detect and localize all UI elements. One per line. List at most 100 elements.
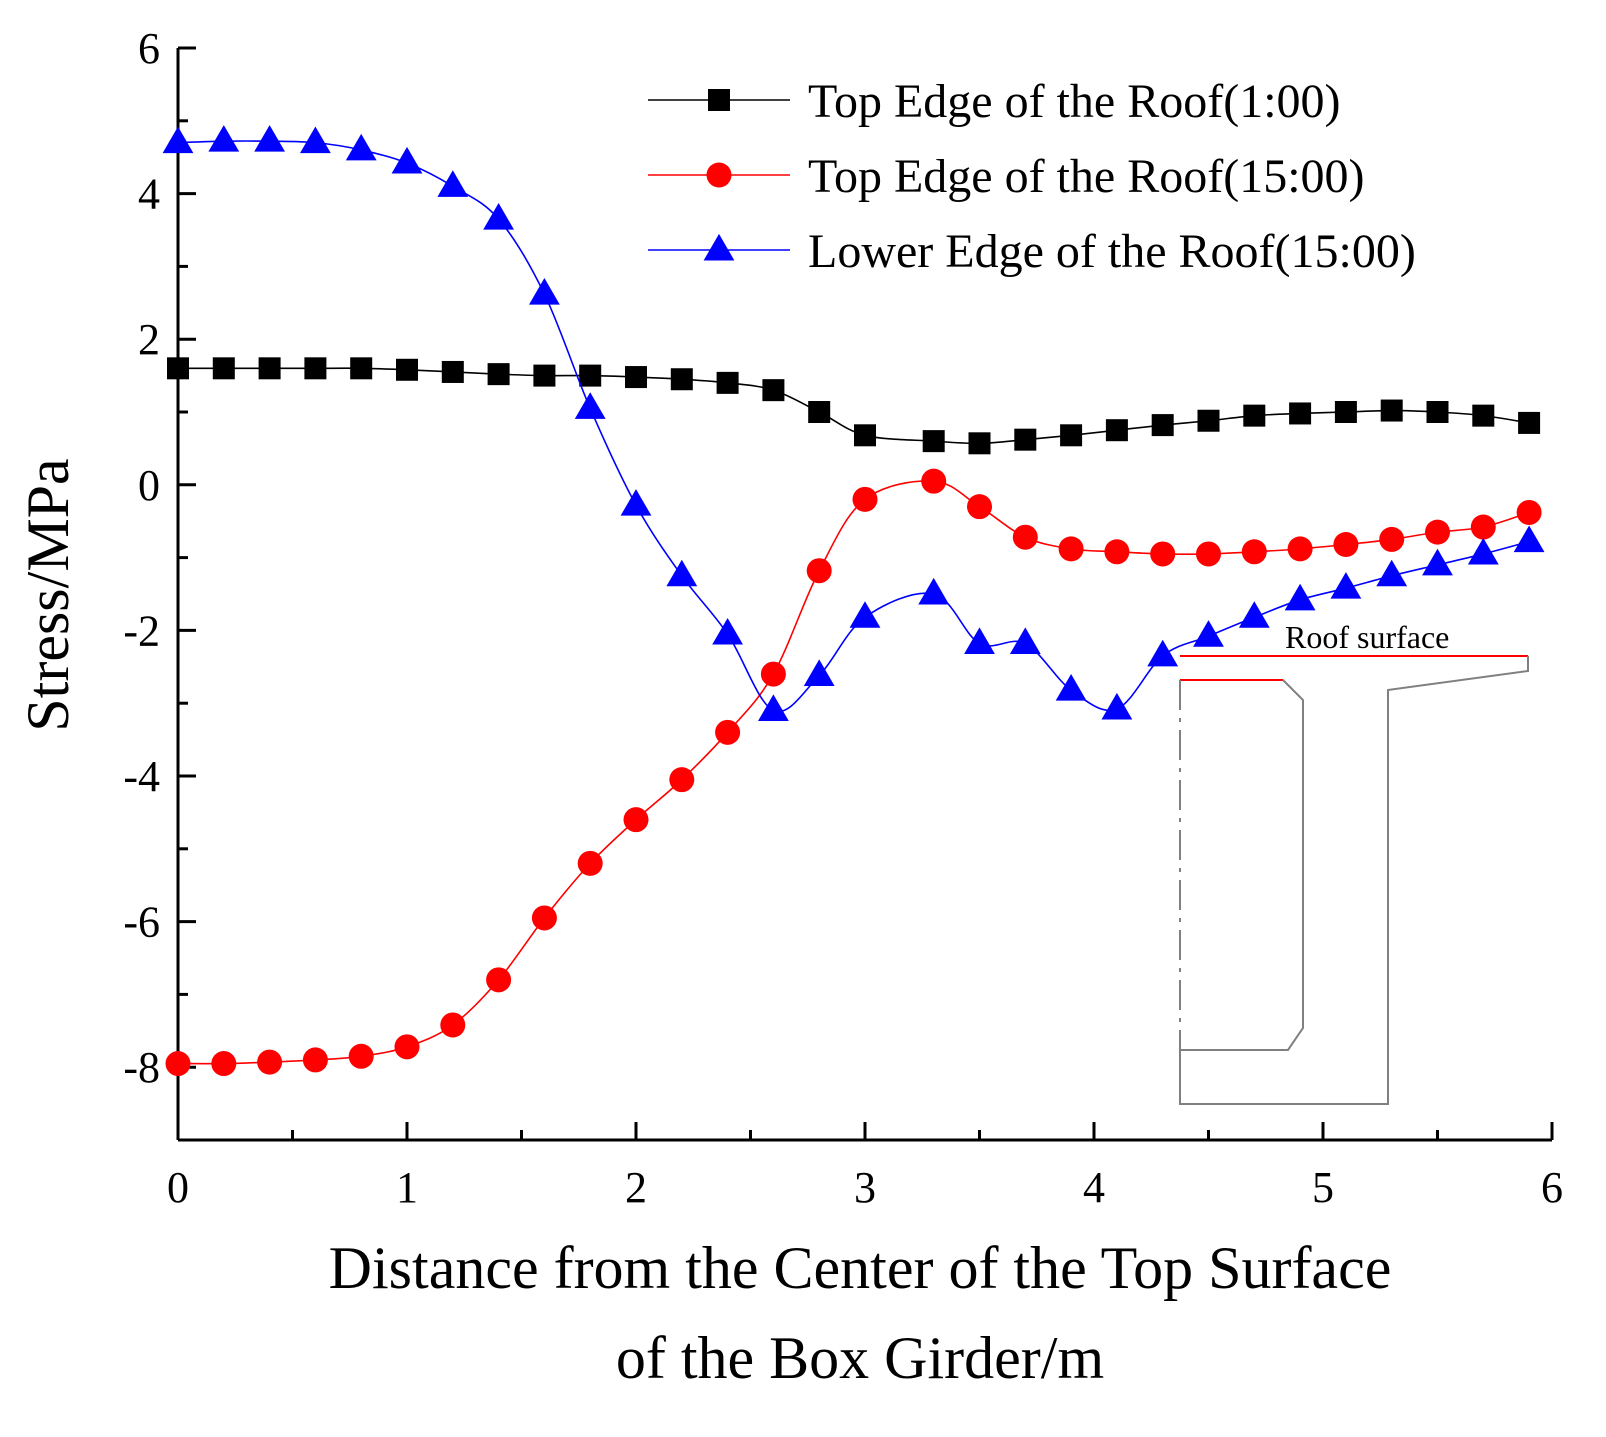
data-point	[1289, 402, 1312, 425]
y-tick-label: -6	[123, 898, 160, 947]
data-point	[760, 661, 786, 687]
y-tick-label: -4	[123, 752, 160, 801]
data-point	[533, 364, 556, 387]
data-point	[167, 357, 189, 380]
axes	[176, 46, 1554, 1142]
legend-marker	[703, 233, 735, 261]
data-point	[1380, 399, 1403, 422]
data-point	[348, 1043, 374, 1069]
data-point	[1238, 601, 1270, 628]
data-point	[808, 401, 831, 423]
data-point	[165, 1051, 191, 1077]
data-point	[1426, 401, 1449, 423]
legend-label: Top Edge of the Roof(15:00)	[808, 150, 1365, 203]
box-girder-inset: Roof surface	[1179, 619, 1529, 1105]
data-point	[579, 364, 602, 387]
data-point	[712, 617, 743, 645]
x-axis-label-line-1: Distance from the Center of the Top Surf…	[329, 1235, 1392, 1301]
data-point	[1333, 531, 1359, 557]
data-point	[1104, 539, 1130, 565]
data-point	[806, 558, 832, 584]
data-point	[670, 368, 693, 391]
data-point	[208, 125, 240, 152]
series-line	[177, 480, 1530, 1065]
data-point	[304, 357, 327, 380]
series-circle	[165, 468, 1542, 1077]
y-tick-label: 2	[138, 315, 160, 364]
axis-titles: Stress/MPa Distance from the Center of t…	[15, 458, 1391, 1391]
data-point	[302, 1047, 328, 1073]
y-tick-label: -2	[123, 606, 160, 655]
x-tick-label: 2	[625, 1163, 647, 1212]
data-point	[1379, 526, 1405, 552]
data-point	[531, 905, 557, 931]
inset-label: Roof surface	[1285, 619, 1449, 655]
data-point	[1196, 541, 1221, 567]
data-point	[758, 694, 789, 721]
data-point	[257, 1049, 283, 1075]
data-point	[1243, 404, 1266, 427]
legend-marker	[706, 162, 732, 188]
data-point	[967, 494, 992, 520]
y-tick-label: 0	[138, 461, 160, 510]
data-point	[921, 468, 947, 494]
inset-girder-outline	[1179, 656, 1529, 1105]
data-point	[1287, 536, 1313, 562]
x-tick-label: 1	[396, 1163, 418, 1212]
data-point	[922, 430, 945, 453]
data-point	[1058, 536, 1084, 562]
legend-marker	[708, 89, 730, 111]
series-square	[167, 357, 1541, 455]
data-point	[396, 358, 418, 381]
data-point	[212, 357, 235, 380]
data-point	[300, 126, 331, 154]
data-point	[715, 719, 741, 745]
data-point	[1060, 424, 1083, 447]
data-point	[574, 392, 606, 419]
data-point	[1422, 548, 1453, 576]
data-point	[394, 1034, 420, 1060]
x-tick-label: 3	[854, 1163, 876, 1212]
data-point	[1516, 499, 1542, 525]
y-axis-label: Stress/MPa	[15, 458, 81, 731]
data-point	[1425, 519, 1450, 545]
data-point	[254, 125, 285, 152]
data-point	[625, 366, 647, 389]
legend-entry: Top Edge of the Roof(15:00)	[648, 150, 1365, 203]
data-point	[162, 126, 194, 154]
data-point	[1472, 404, 1495, 427]
data-point	[849, 601, 881, 628]
data-point	[964, 627, 995, 655]
data-point	[1376, 559, 1408, 587]
data-point	[258, 357, 281, 380]
data-point	[623, 807, 649, 833]
y-tick-label: 6	[138, 24, 160, 73]
data-point	[577, 850, 603, 876]
data-point	[1334, 401, 1357, 423]
data-point	[483, 202, 514, 230]
data-point	[1197, 409, 1220, 432]
legend-entry: Lower Edge of the Roof(15:00)	[648, 225, 1416, 278]
data-point	[1470, 514, 1496, 540]
data-point	[620, 489, 652, 516]
data-point	[1518, 411, 1541, 434]
data-point	[441, 360, 464, 383]
data-point	[437, 170, 469, 197]
data-point	[487, 363, 510, 386]
legend: Top Edge of the Roof(1:00) Top Edge of th…	[648, 75, 1416, 278]
legend-label: Lower Edge of the Roof(15:00)	[808, 225, 1416, 278]
data-point	[1193, 620, 1224, 647]
data-point	[803, 659, 835, 687]
data-point	[1014, 428, 1037, 451]
series-lines	[162, 125, 1545, 1077]
data-point	[1241, 539, 1267, 565]
data-point	[968, 432, 991, 455]
y-tick-label: 4	[138, 170, 160, 219]
data-point	[350, 357, 373, 380]
x-tick-label: 6	[1541, 1163, 1563, 1212]
data-point	[1150, 541, 1176, 567]
data-point	[529, 277, 560, 305]
data-point	[918, 577, 950, 605]
data-point	[486, 967, 512, 993]
